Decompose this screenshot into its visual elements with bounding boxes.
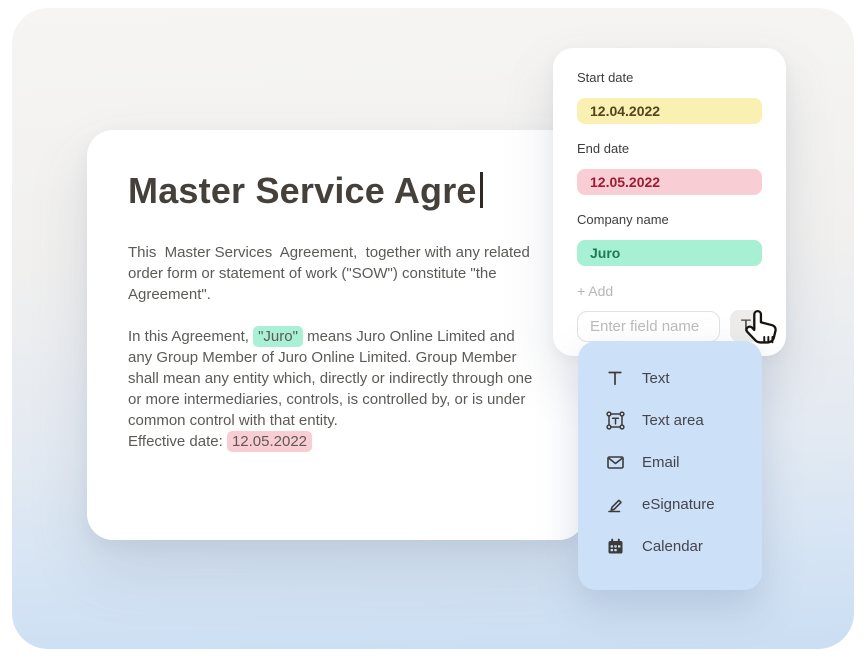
dropdown-item-label: Email xyxy=(642,453,680,471)
field-type-dropdown: Text Text area Email eSignatur xyxy=(578,341,762,590)
dropdown-item-label: Calendar xyxy=(642,537,703,555)
field-group-end-date: End date 12.05.2022 xyxy=(577,141,762,195)
text-icon xyxy=(604,367,626,389)
field-value-company-name[interactable]: Juro xyxy=(577,240,762,266)
dropdown-item-label: eSignature xyxy=(642,495,715,513)
field-group-company-name: Company name Juro xyxy=(577,212,762,266)
field-value-end-date[interactable]: 12.05.2022 xyxy=(577,169,762,195)
add-field-button[interactable]: + Add xyxy=(577,283,614,299)
document-paragraph-1[interactable]: This Master Services Agreement, together… xyxy=(128,244,535,303)
dropdown-item-esignature[interactable]: eSignature xyxy=(604,489,762,519)
new-field-row: T xyxy=(577,310,762,342)
inline-smartfield-green[interactable]: "Juro" xyxy=(253,326,303,347)
dropdown-item-email[interactable]: Email xyxy=(604,447,762,477)
field-group-start-date: Start date 12.04.2022 xyxy=(577,70,762,124)
document-paragraph-2[interactable]: In this Agreement, "Juro" means Juro Onl… xyxy=(128,326,540,452)
field-label-end-date: End date xyxy=(577,141,630,156)
document-title-text: Master Service Agre xyxy=(128,170,477,211)
fields-panel: Start date 12.04.2022 End date 12.05.202… xyxy=(553,48,786,356)
dropdown-item-label: Text area xyxy=(642,411,704,429)
inline-smartfield-pink[interactable]: 12.05.2022 xyxy=(226,431,313,452)
field-label-company-name: Company name xyxy=(577,212,669,227)
text-run: means Juro Online Limited and any Group … xyxy=(128,328,533,450)
text-area-icon xyxy=(604,409,626,431)
pointer-cursor-icon xyxy=(745,309,777,344)
field-value-start-date[interactable]: 12.04.2022 xyxy=(577,98,762,124)
dropdown-item-calendar[interactable]: Calendar xyxy=(604,531,762,561)
dropdown-item-label: Text xyxy=(642,369,670,387)
text-run: In this Agreement, xyxy=(128,328,254,345)
text-cursor xyxy=(479,172,483,208)
field-name-input[interactable] xyxy=(577,310,720,342)
dropdown-item-text-area[interactable]: Text area xyxy=(604,405,762,435)
document-title[interactable]: Master Service Agre xyxy=(128,168,533,214)
esignature-icon xyxy=(604,493,626,515)
document-card: Master Service Agre This Master Services… xyxy=(87,130,585,540)
calendar-icon xyxy=(604,535,626,557)
field-label-start-date: Start date xyxy=(577,70,634,85)
email-icon xyxy=(604,451,626,473)
dropdown-item-text[interactable]: Text xyxy=(604,363,762,393)
